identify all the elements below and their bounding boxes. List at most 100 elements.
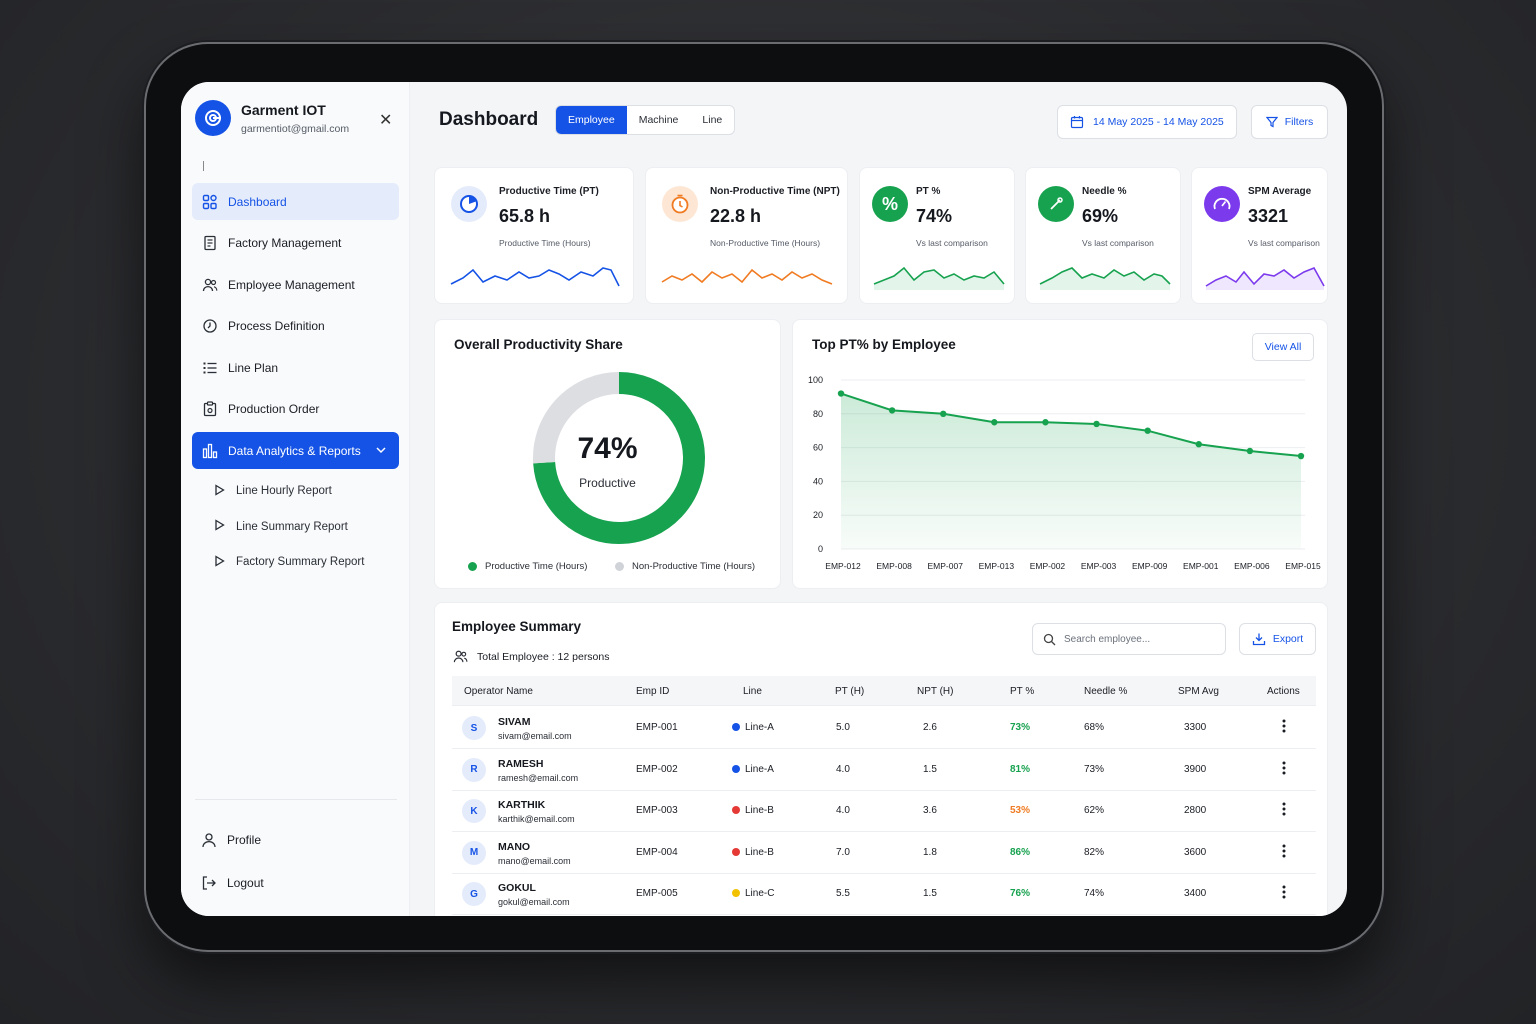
more-actions-icon[interactable] — [1282, 802, 1286, 821]
data-point[interactable] — [1297, 452, 1305, 460]
sidebar-item-profile[interactable]: Profile — [201, 821, 264, 858]
more-actions-icon[interactable] — [1282, 719, 1286, 738]
productivity-share-card: Overall Productivity Share 74% Productiv… — [434, 319, 781, 589]
legend-swatch — [615, 562, 624, 571]
column-header[interactable]: SPM Avg — [1178, 686, 1219, 697]
close-sidebar-icon[interactable]: ✕ — [379, 112, 393, 129]
logout-icon — [201, 875, 217, 891]
column-header[interactable]: Emp ID — [636, 686, 670, 697]
kpi-value: 74% — [916, 206, 953, 226]
column-header[interactable]: PT % — [1010, 686, 1035, 697]
sidebar-item-dashboard[interactable]: Dashboard — [192, 183, 399, 220]
data-point[interactable] — [837, 390, 845, 397]
sidebar-nav: Dashboard Factory Management Employee Ma… — [192, 183, 399, 580]
line-label: Line-C — [745, 888, 775, 899]
search-box — [1032, 623, 1226, 655]
kpi-label: Productive Time (PT) — [499, 186, 599, 197]
sidebar-item-label: Factory Management — [228, 236, 342, 250]
column-header[interactable]: Operator Name — [464, 686, 533, 697]
kpi-sparkline — [450, 267, 620, 287]
sidebar-subitem-factory-summary-report[interactable]: Factory Summary Report — [192, 545, 399, 581]
x-tick-label: EMP-007 — [928, 561, 964, 571]
brand: Garment IOT garmentiot@gmail.com — [195, 100, 349, 136]
user-icon — [201, 832, 217, 848]
data-point[interactable] — [1246, 447, 1254, 455]
data-point[interactable] — [991, 419, 998, 426]
kpi-value: 22.8 h — [710, 206, 762, 226]
table-row[interactable]: M MANO mano@email.com EMP-004 Line-B 7.0 1.8 86… — [452, 832, 1316, 874]
data-point[interactable] — [1144, 427, 1151, 434]
sidebar-item-factory-management[interactable]: Factory Management — [192, 225, 399, 262]
pt-percent: 86% — [1010, 846, 1031, 858]
tab-machine[interactable]: Machine — [638, 114, 679, 126]
dashboard-icon — [202, 194, 218, 210]
npt-hours: 1.8 — [923, 846, 937, 858]
list-icon — [202, 360, 218, 376]
column-header[interactable]: Needle % — [1084, 686, 1128, 697]
table-row[interactable]: S SIVAM sivam@email.com EMP-001 Line-A 5.0 2.6… — [452, 707, 1316, 749]
kpi-value: 69% — [1082, 206, 1119, 226]
date-range-button[interactable]: 14 May 2025 - 14 May 2025 — [1057, 105, 1237, 139]
needle-percent: 74% — [1084, 888, 1105, 899]
table-row[interactable]: G GOKUL gokul@email.com EMP-005 Line-C 5.5 1.5… — [452, 873, 1316, 915]
avatar: R — [462, 757, 486, 782]
sidebar-item-label: Employee Management — [228, 277, 355, 292]
table-row[interactable]: R RAMESH ramesh@email.com EMP-002 Line-A 4.0 1… — [452, 749, 1316, 791]
column-header[interactable]: Line — [743, 686, 762, 697]
sidebar-item-label: Profile — [227, 832, 262, 847]
main-content: Dashboard Employee Machine Line 14 May 2… — [410, 82, 1347, 916]
sidebar-item-employee-management[interactable]: Employee Management — [192, 266, 399, 303]
y-tick-label: 20 — [813, 510, 823, 520]
data-point[interactable] — [1195, 441, 1202, 448]
filters-label: Filters — [1284, 116, 1314, 128]
data-point[interactable] — [1093, 420, 1100, 428]
sidebar-item-production-order[interactable]: Production Order — [192, 391, 399, 428]
sidebar-item-data-analytics[interactable]: Data Analytics & Reports — [192, 432, 399, 469]
tab-employee[interactable]: Employee — [556, 106, 627, 134]
date-range-label: 14 May 2025 - 14 May 2025 — [1093, 116, 1224, 128]
line-label: Line-B — [745, 846, 774, 858]
table-row[interactable]: K KARTHIK karthik@email.com EMP-003 Line-B 4.… — [452, 790, 1316, 832]
donut-slice-non-productive — [533, 372, 620, 464]
pt-hours: 4.0 — [836, 763, 850, 775]
chevron-down-icon[interactable] — [375, 444, 387, 459]
employee-summary-card: Employee Summary Total Employee : 12 per… — [434, 602, 1328, 916]
column-header[interactable]: NPT (H) — [917, 686, 954, 697]
y-tick-label: 0 — [818, 544, 823, 554]
line-color-dot — [732, 889, 740, 897]
more-actions-icon[interactable] — [1282, 761, 1286, 780]
operator-email: gokul@email.com — [498, 897, 570, 907]
column-header[interactable]: PT (H) — [835, 686, 865, 697]
data-point[interactable] — [940, 410, 947, 417]
sidebar-item-line-plan[interactable]: Line Plan — [192, 349, 399, 386]
line-color-dot — [732, 764, 740, 773]
tab-line[interactable]: Line — [702, 114, 723, 126]
export-button[interactable]: Export — [1239, 623, 1316, 655]
emp-id: EMP-001 — [636, 722, 678, 733]
view-all-button[interactable]: View All — [1252, 333, 1314, 361]
filters-button[interactable]: Filters — [1251, 105, 1328, 139]
emp-id: EMP-003 — [636, 805, 678, 816]
table-header: Operator Name Emp ID Line PT (H) NPT (H)… — [452, 676, 1316, 706]
sidebar-item-logout[interactable]: Logout — [201, 864, 264, 901]
needle-icon — [1038, 186, 1074, 222]
sidebar-item-process-definition[interactable]: Process Definition — [192, 308, 399, 345]
view-toggle: Employee Machine Line — [555, 105, 736, 135]
line-label: Line-A — [745, 763, 774, 775]
line-cell: Line-A — [732, 764, 774, 775]
users-icon — [202, 277, 218, 293]
line-color-dot — [732, 806, 740, 814]
x-tick-label: EMP-013 — [979, 561, 1015, 571]
data-point[interactable] — [888, 407, 896, 414]
more-actions-icon[interactable] — [1282, 885, 1286, 904]
text-cursor — [203, 161, 204, 171]
sidebar-subitem-line-summary-report[interactable]: Line Summary Report — [192, 509, 399, 545]
emp-id: EMP-004 — [636, 846, 678, 858]
more-actions-icon[interactable] — [1282, 844, 1286, 863]
search-input[interactable] — [1064, 633, 1214, 645]
sidebar-subitem-line-hourly-report[interactable]: Line Hourly Report — [192, 474, 399, 510]
data-point[interactable] — [1042, 419, 1049, 426]
kpi-card-needle: Needle % 69% Vs last comparison — [1025, 167, 1181, 304]
productivity-donut-chart — [533, 372, 705, 544]
operator-name: GOKUL — [498, 882, 536, 894]
